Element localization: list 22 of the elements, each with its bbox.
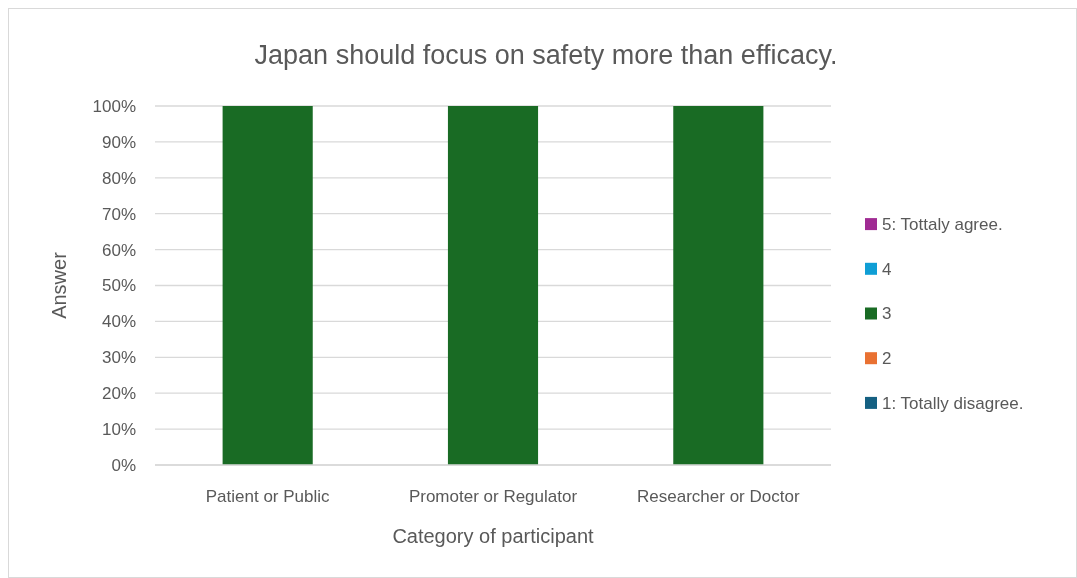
y-tick-label: 10% bbox=[101, 420, 136, 440]
x-tick-label: Promoter or Regulator bbox=[408, 487, 578, 506]
legend-label: 2 bbox=[882, 349, 892, 369]
y-tick-label: 100% bbox=[92, 96, 136, 116]
y-tick-label: 90% bbox=[101, 132, 136, 152]
y-tick-label: 0% bbox=[111, 455, 136, 475]
legend-label: 1: Totally disagree. bbox=[882, 393, 1024, 413]
x-axis-title: Category of participant bbox=[392, 525, 595, 547]
y-tick-label: 50% bbox=[101, 276, 136, 296]
legend-label: 4 bbox=[882, 259, 892, 279]
y-tick-label: 40% bbox=[101, 312, 136, 332]
chart-title: Japan should focus on safety more than efficacy. bbox=[254, 40, 838, 70]
y-tick-label: 30% bbox=[101, 348, 136, 368]
y-tick-label: 80% bbox=[101, 168, 136, 188]
y-axis-title: Answer bbox=[48, 251, 70, 319]
legend-label: 5: Tottaly agree. bbox=[882, 215, 1003, 235]
x-tick-label: Researcher or Doctor bbox=[637, 487, 800, 506]
y-tick-label: 20% bbox=[101, 384, 136, 404]
y-tick-label: 60% bbox=[101, 240, 136, 260]
legend-label: 3 bbox=[882, 304, 892, 324]
x-tick-label: Patient or Public bbox=[205, 487, 331, 506]
y-tick-label: 70% bbox=[101, 204, 136, 224]
